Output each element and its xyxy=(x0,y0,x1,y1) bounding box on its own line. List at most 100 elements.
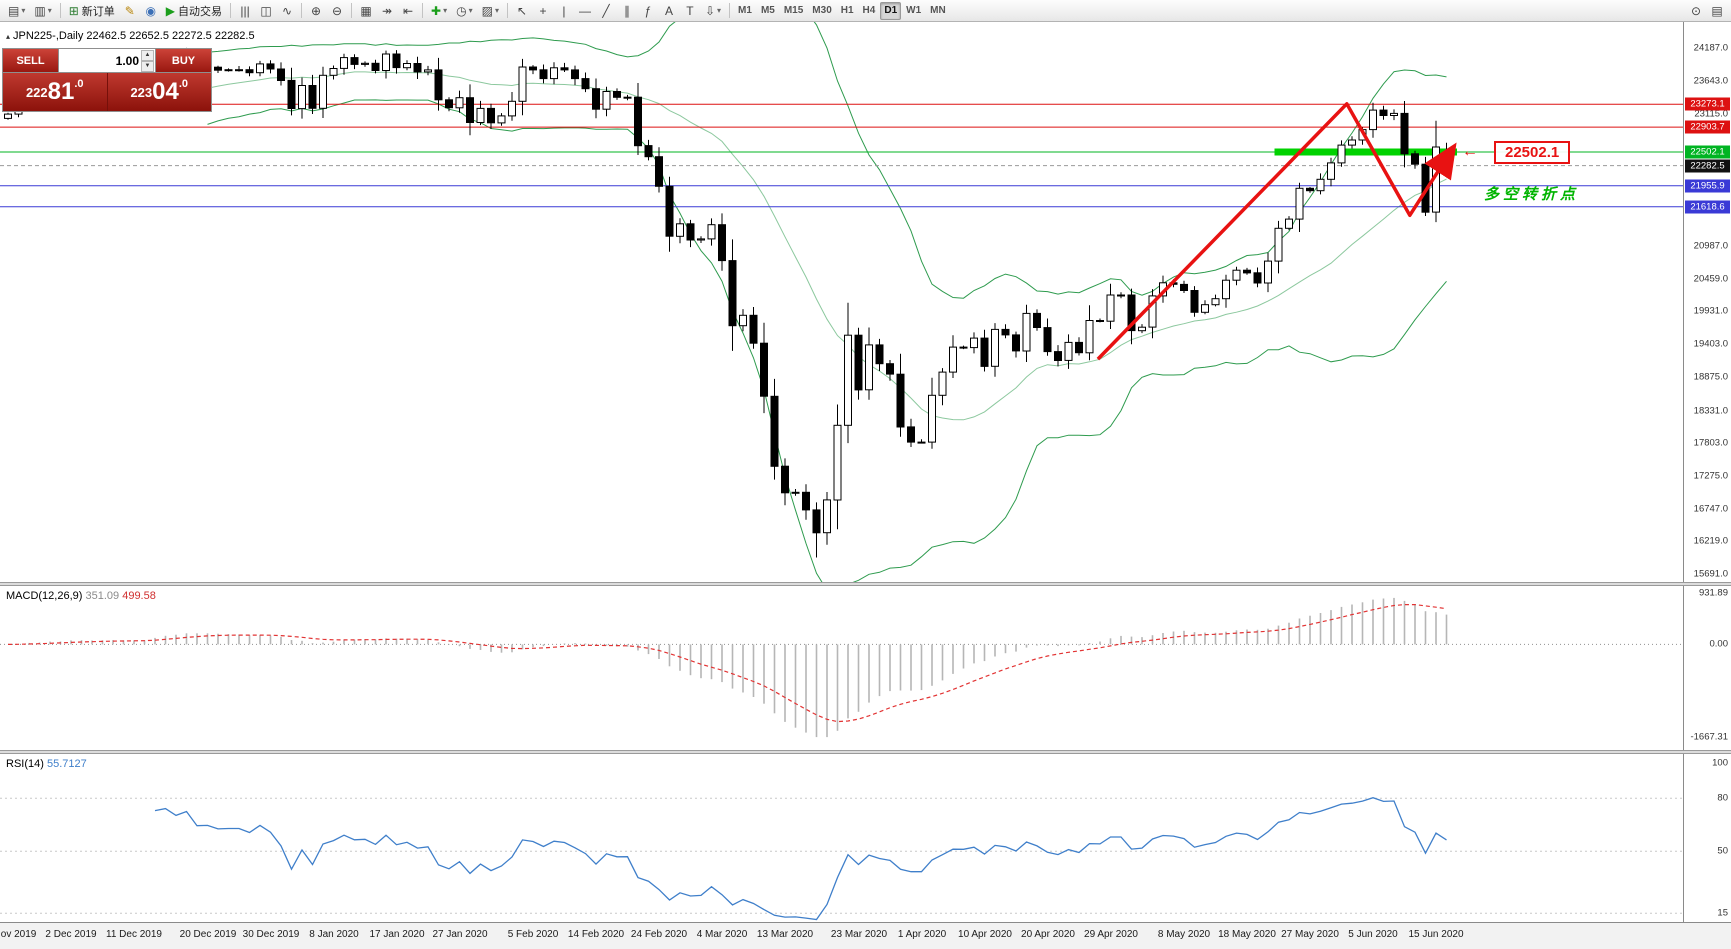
search-icon[interactable]: ⊙ xyxy=(1686,2,1706,20)
trendline-icon[interactable]: ╱ xyxy=(596,2,616,20)
timeframe-mn[interactable]: MN xyxy=(926,2,950,20)
sell-button[interactable]: SELL xyxy=(3,49,59,72)
rsi-label: RSI(14) 55.7127 xyxy=(6,758,87,770)
timeframe-m15[interactable]: M15 xyxy=(780,2,807,20)
macd-axis[interactable]: 931.89 0.00 -1667.31 xyxy=(1683,586,1731,750)
timeframe-h4[interactable]: H4 xyxy=(859,2,880,20)
left-arrow-icon: ← xyxy=(1462,143,1478,160)
rsi-tick: 50 xyxy=(1717,845,1728,857)
zoom-in-icon[interactable]: ⊕ xyxy=(306,2,326,20)
timeframe-h1[interactable]: H1 xyxy=(837,2,858,20)
date-tick: 10 Apr 2020 xyxy=(958,929,1012,940)
chart-shift-icon[interactable]: ⇤ xyxy=(398,2,418,20)
macd-tick: 931.89 xyxy=(1698,587,1728,599)
terminal-icon[interactable]: ◉ xyxy=(141,2,161,20)
line-chart-icon: ∿ xyxy=(281,3,293,18)
text-icon: A xyxy=(664,3,673,18)
sell-price-prefix: 222 xyxy=(25,84,48,100)
price-tick: 17803.0 xyxy=(1693,437,1728,449)
date-tick: 4 Mar 2020 xyxy=(696,929,748,940)
new-chart-icon[interactable]: ▤ ▾ xyxy=(4,2,29,20)
trendline-icon: ╱ xyxy=(602,3,610,18)
time-axis[interactable]: 22 Nov 2019 2 Dec 2019 11 Dec 2019 20 Dec 2… xyxy=(0,922,1731,949)
timeframe-m5[interactable]: M5 xyxy=(757,2,779,20)
timeframe-d1[interactable]: D1 xyxy=(880,1,902,20)
fibonacci-icon: ƒ xyxy=(644,3,652,18)
zoom-out-icon[interactable]: ⊖ xyxy=(327,2,347,20)
date-tick: 23 Mar 2020 xyxy=(830,929,888,940)
fibonacci-icon[interactable]: ƒ xyxy=(638,2,658,20)
date-tick: 5 Jun 2020 xyxy=(1348,929,1398,940)
date-tick: 20 Dec 2019 xyxy=(179,929,237,940)
rsi-panel[interactable]: RSI(14) 55.7127 100 80 50 15 xyxy=(0,754,1731,922)
channel-icon[interactable]: ∥ xyxy=(617,2,637,20)
ohlc-info-text: JPN225-,Daily 22462.5 22652.5 22272.5 22… xyxy=(13,30,255,42)
buy-price-prefix: 223 xyxy=(130,84,153,100)
price-axis[interactable]: 24187.0 23643.0 23115.0 20987.0 20459.0 19931… xyxy=(1683,22,1731,582)
candlestick-chart-icon[interactable]: ◫ xyxy=(256,2,276,20)
price-tick: 20459.0 xyxy=(1693,273,1728,285)
date-tick: 27 Jan 2020 xyxy=(432,929,488,940)
buy-button[interactable]: BUY xyxy=(155,49,211,72)
price-level-tag: 22903.7 xyxy=(1685,120,1730,134)
sell-price-suffix: .0 xyxy=(74,78,84,90)
lot-spinner[interactable]: ▲ ▼ xyxy=(141,49,154,72)
chart-profiles-icon[interactable]: ▥ ▾ xyxy=(30,2,55,20)
price-tick: 23643.0 xyxy=(1693,75,1728,87)
bar-chart-icon[interactable]: ||| xyxy=(235,2,255,20)
sell-price-pips: 81 xyxy=(47,78,75,105)
panel-splitter[interactable] xyxy=(0,582,1731,586)
toolbar-separator xyxy=(422,3,424,18)
metaeditor-icon[interactable]: ✎ xyxy=(120,2,140,20)
macd-signal-value: 499.58 xyxy=(122,590,156,602)
vertical-line-icon: | xyxy=(562,3,566,18)
panel-splitter[interactable] xyxy=(0,750,1731,754)
lot-value[interactable]: 1.00 xyxy=(115,53,139,68)
chevron-down-icon: ▾ xyxy=(47,6,52,15)
new-order-icon-label: 新订单 xyxy=(81,5,115,18)
vertical-line-icon[interactable]: | xyxy=(554,2,574,20)
candlestick-chart[interactable] xyxy=(0,22,1683,582)
spinner-down-icon[interactable]: ▼ xyxy=(141,60,154,72)
auto-scroll-icon[interactable]: ↠ xyxy=(377,2,397,20)
periods-icon: ◷ xyxy=(456,3,467,18)
text-label-icon[interactable]: T xyxy=(680,2,700,20)
timeframe-w1[interactable]: W1 xyxy=(902,2,925,20)
buy-price[interactable]: 223 04.0 xyxy=(106,73,211,111)
rsi-axis[interactable]: 100 80 50 15 xyxy=(1683,754,1731,922)
panels-icon[interactable]: ▤ xyxy=(1707,2,1727,20)
tile-windows-icon[interactable]: ▦ xyxy=(356,2,376,20)
cursor-icon[interactable]: ↖ xyxy=(512,2,532,20)
arrows-icon[interactable]: ⇩ ▾ xyxy=(701,2,725,20)
price-tick: 18875.0 xyxy=(1693,371,1728,383)
horizontal-line-icon[interactable]: — xyxy=(575,2,595,20)
date-tick: 13 Mar 2020 xyxy=(756,929,814,940)
price-tick: 17275.0 xyxy=(1693,470,1728,482)
timeframe-m30[interactable]: M30 xyxy=(808,2,835,20)
rsi-chart[interactable] xyxy=(0,754,1683,922)
text-icon[interactable]: A xyxy=(659,2,679,20)
new-order-icon[interactable]: ⊞ 新订单 xyxy=(65,2,119,20)
crosshair-icon[interactable]: + xyxy=(533,2,553,20)
turning-point-note[interactable]: 多空转折点 xyxy=(1484,186,1580,203)
macd-tick: 0.00 xyxy=(1709,638,1729,650)
macd-panel[interactable]: MACD(12,26,9) 351.09 499.58 931.89 0.00 -1… xyxy=(0,586,1731,750)
buy-price-pips: 04 xyxy=(152,78,179,105)
date-tick: 17 Jan 2020 xyxy=(369,929,425,940)
collapse-arrow-icon[interactable]: ▴ xyxy=(6,32,11,41)
lot-size-field[interactable]: 1.00 ▲ ▼ xyxy=(59,49,155,72)
price-chart-panel[interactable]: ▴ JPN225-,Daily 22462.5 22652.5 22272.5 2… xyxy=(0,22,1731,582)
macd-chart[interactable] xyxy=(0,586,1683,750)
timeframe-m1[interactable]: M1 xyxy=(734,2,756,20)
date-tick: 20 Apr 2020 xyxy=(1021,929,1075,940)
spinner-up-icon[interactable]: ▲ xyxy=(141,49,154,61)
line-chart-icon[interactable]: ∿ xyxy=(277,2,297,20)
indicators-icon[interactable]: ✚ ▾ xyxy=(427,2,451,20)
templates-icon[interactable]: ▨ ▾ xyxy=(478,2,503,20)
price-tag-annotation[interactable]: 22502.1 xyxy=(1494,141,1571,164)
autotrading-icon[interactable]: ▶ 自动交易 xyxy=(162,2,226,20)
sell-price[interactable]: 222 81.0 xyxy=(3,73,107,111)
rsi-tick: 15 xyxy=(1717,907,1728,919)
one-click-trading-panel: SELL 1.00 ▲ ▼ BUY 222 81.0 223 04.0 xyxy=(2,48,212,112)
periods-icon[interactable]: ◷ ▾ xyxy=(452,2,477,20)
